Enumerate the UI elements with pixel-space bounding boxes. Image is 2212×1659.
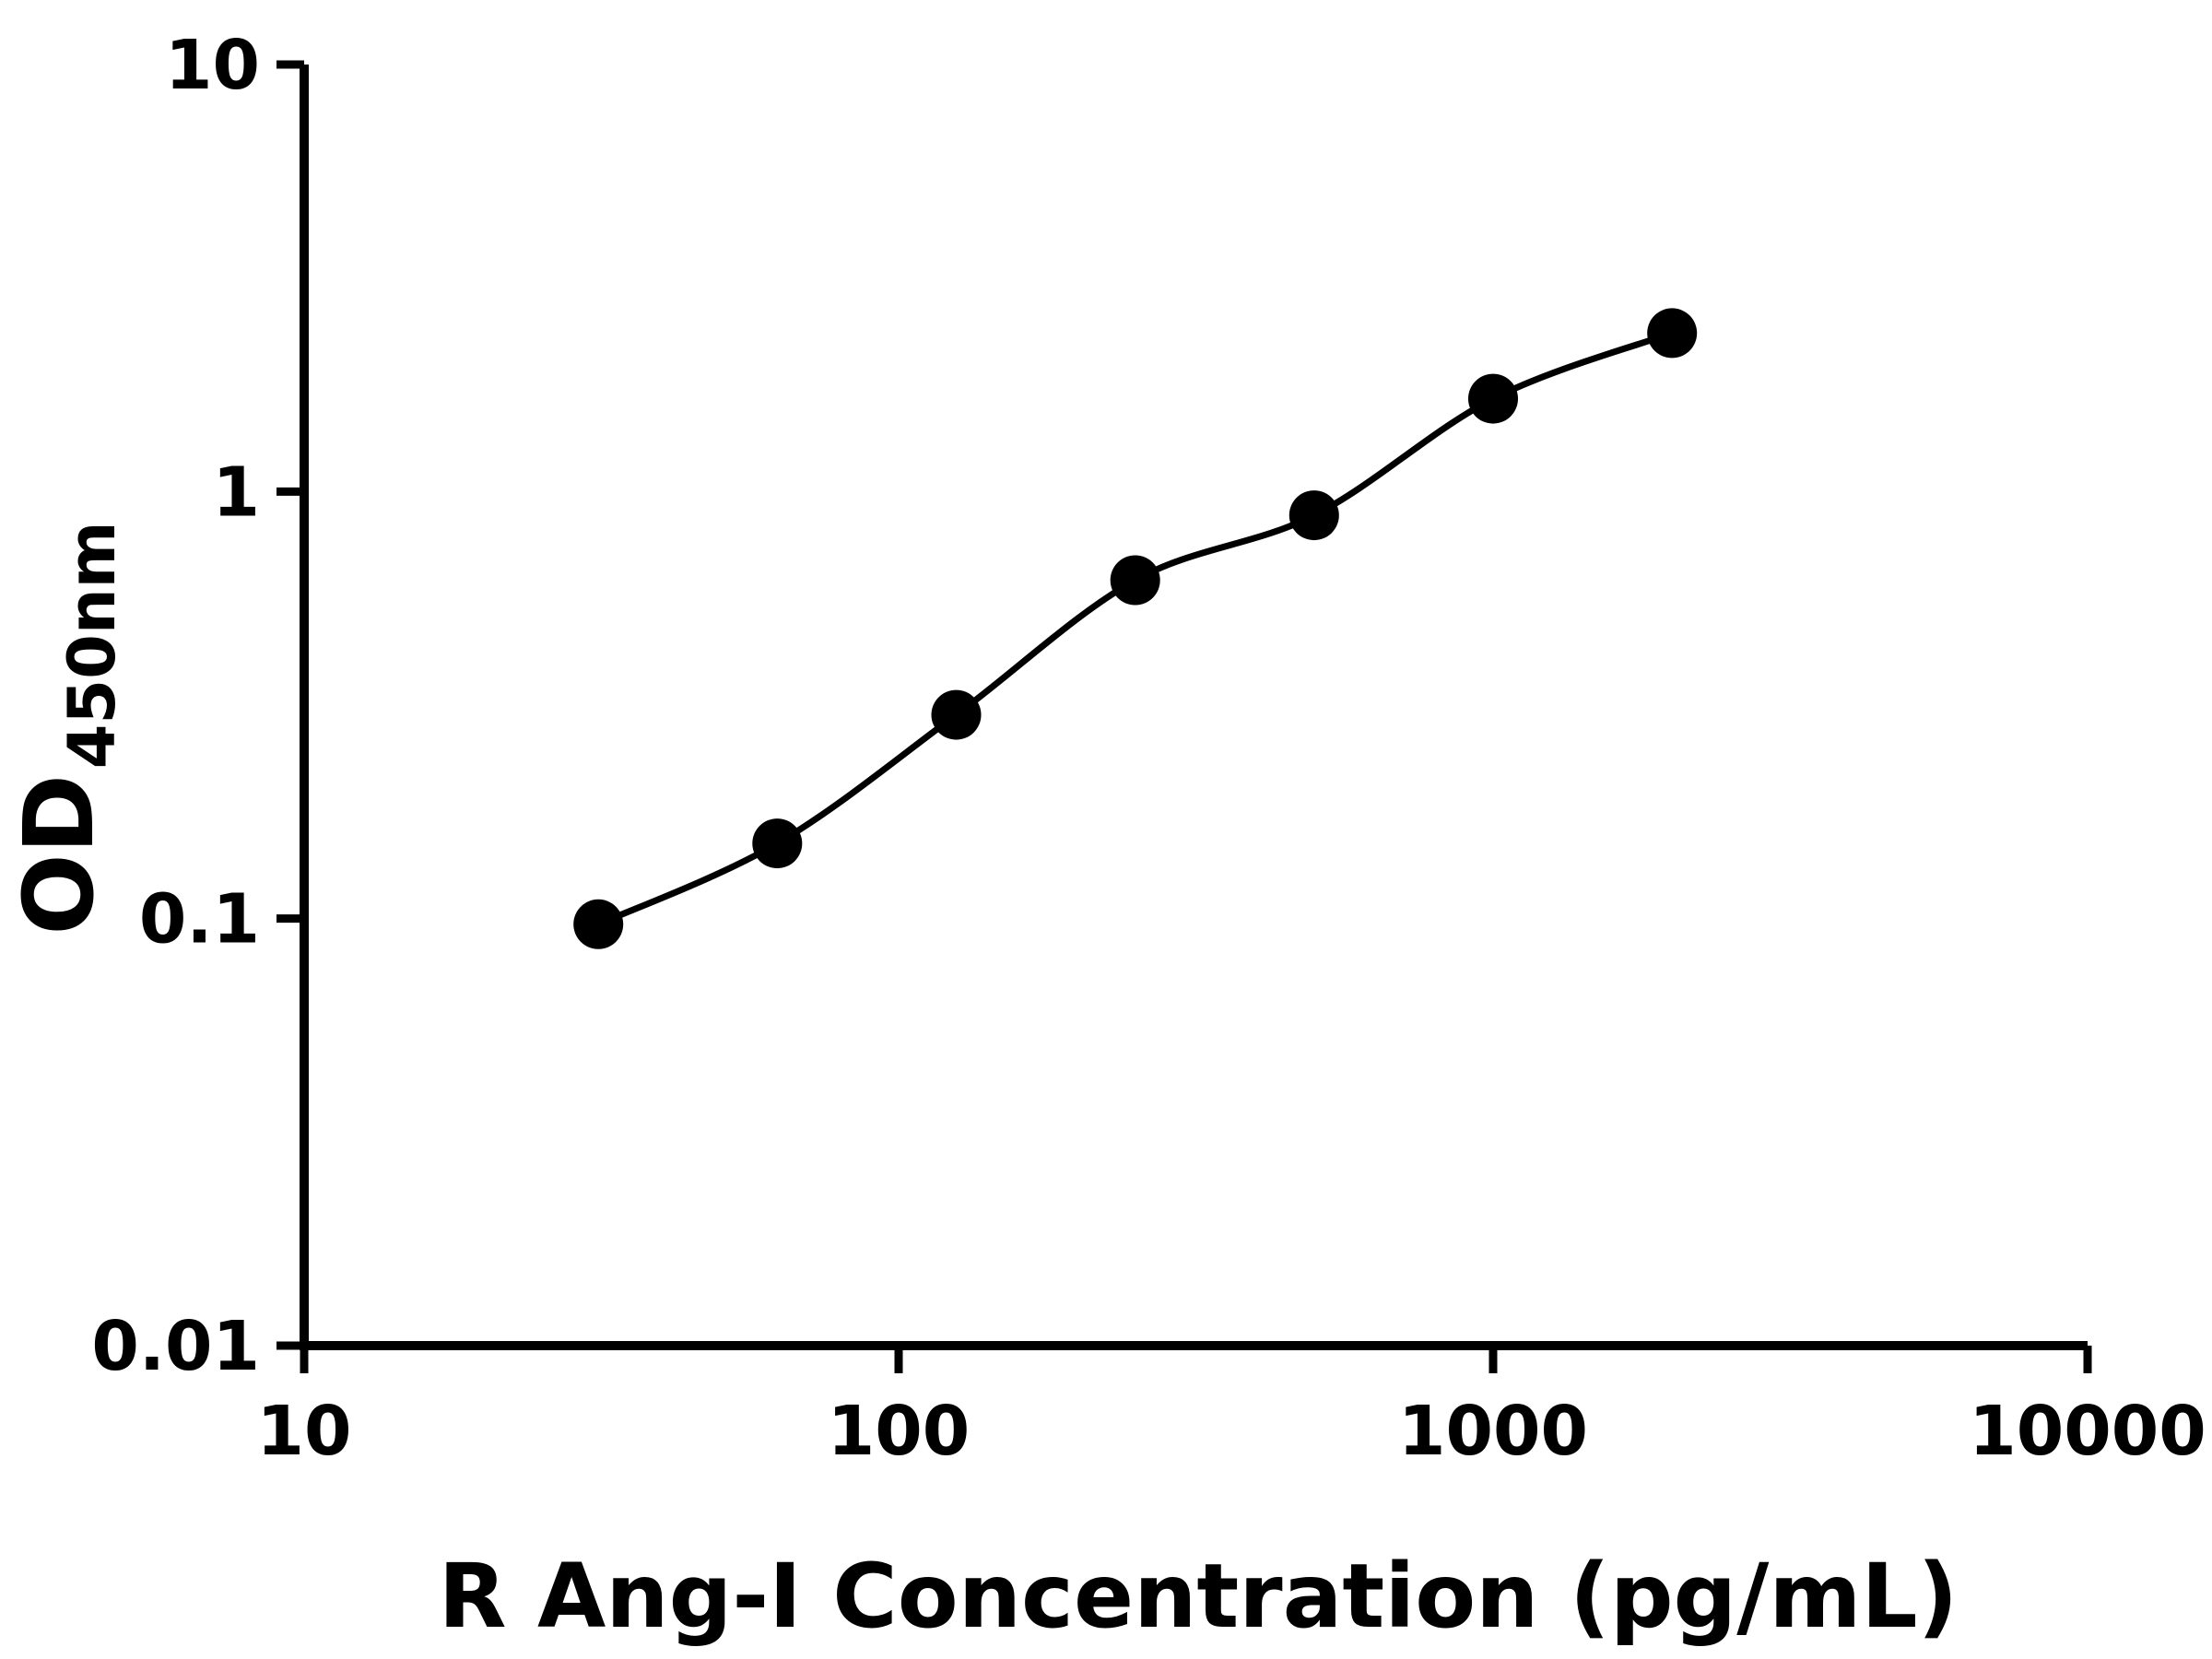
x-tick-label: 10	[257, 1392, 352, 1471]
data-point	[1647, 308, 1698, 359]
plot-area: 10 100 1000 10000 0.01 0.1 1 10	[91, 26, 2206, 1471]
y-axis-title-subscript: 450nm	[54, 521, 130, 769]
data-point	[573, 899, 624, 949]
y-axis-title-main: OD	[3, 774, 115, 935]
data-point	[1110, 555, 1160, 606]
y-tick-label: 0.1	[139, 880, 260, 959]
data-point	[931, 689, 982, 740]
x-tick-label: 10000	[1969, 1392, 2206, 1471]
data-point	[752, 818, 803, 869]
y-tick-label: 10	[165, 26, 260, 105]
x-tick-label: 100	[828, 1392, 970, 1471]
x-tick-label: 1000	[1398, 1392, 1588, 1471]
x-axis-title: R Ang-I Concentration (pg/mL)	[439, 1545, 1959, 1648]
data-point	[1288, 490, 1339, 541]
y-tick-label: 1	[213, 453, 261, 532]
y-tick-label: 0.01	[91, 1307, 260, 1386]
axes	[300, 65, 2088, 1350]
y-axis-title: OD 450nm	[3, 521, 130, 935]
data-point	[1468, 373, 1518, 424]
